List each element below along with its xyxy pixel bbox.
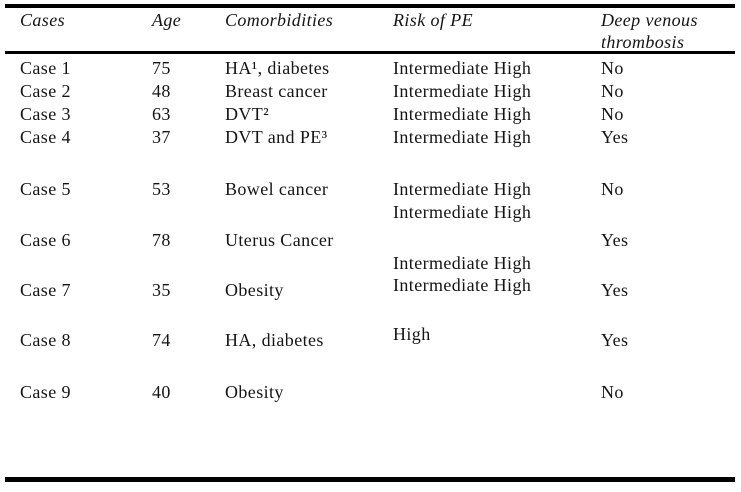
cell-risk-of-pe: Intermediate High (393, 179, 532, 199)
table-row-case-8: Case 8 74 HA, diabetes Yes (0, 329, 741, 352)
cell-dvt: No (601, 382, 624, 402)
cell-dvt: No (601, 58, 624, 78)
table-row-case-2: Case 2 48 Breast cancer Intermediate Hig… (0, 80, 741, 103)
table-row-case-1: Case 1 75 HA¹, diabetes Intermediate Hig… (0, 57, 741, 80)
cell-dvt: No (601, 81, 624, 101)
cell-comorbidities: HA¹, diabetes (225, 58, 330, 78)
column-header-risk-of-pe: Risk of PE (393, 10, 473, 30)
cell-case: Case 6 (20, 230, 71, 250)
table-header-rule (5, 51, 735, 54)
table-row-case-9: Case 9 40 Obesity No (0, 381, 741, 404)
risk-overflow-line: Intermediate High (0, 201, 741, 224)
table-row-case-4: Case 4 37 DVT and PE³ Intermediate High … (0, 126, 741, 149)
cell-risk-of-pe: Intermediate High (393, 104, 532, 124)
cell-case: Case 8 (20, 330, 71, 350)
table-top-border (5, 4, 735, 8)
cell-dvt: No (601, 104, 624, 124)
cell-risk-of-pe: Intermediate High (393, 127, 532, 147)
cell-case: Case 4 (20, 127, 71, 147)
cell-case: Case 9 (20, 382, 71, 402)
cell-case: Case 2 (20, 81, 71, 101)
table-row-case-7: Case 7 35 Obesity Yes (0, 279, 741, 302)
cell-comorbidities: HA, diabetes (225, 330, 324, 350)
cell-comorbidities: Obesity (225, 280, 284, 300)
cell-risk-of-pe: Intermediate High (393, 275, 532, 295)
column-header-deep-venous-thrombosis: Deep venous thrombosis (601, 10, 698, 52)
cell-comorbidities: Uterus Cancer (225, 230, 334, 250)
cell-dvt: Yes (601, 230, 629, 250)
cell-age: 78 (152, 230, 171, 250)
cell-comorbidities: DVT and PE³ (225, 127, 328, 147)
cell-dvt: No (601, 179, 624, 199)
cell-risk-of-pe: High (393, 324, 431, 344)
table-row-case-3: Case 3 63 DVT² Intermediate High No (0, 103, 741, 126)
cell-dvt: Yes (601, 330, 629, 350)
risk-cell-case-8: High (0, 323, 741, 346)
cell-age: 53 (152, 179, 171, 199)
cell-age: 37 (152, 127, 171, 147)
cell-age: 35 (152, 280, 171, 300)
column-header-cases: Cases (20, 10, 66, 30)
cell-case: Case 5 (20, 179, 71, 199)
cell-age: 63 (152, 104, 171, 124)
cell-age: 48 (152, 81, 171, 101)
risk-cell-case-7: Intermediate High (0, 274, 741, 297)
cell-age: 40 (152, 382, 171, 402)
table-header-row: Cases Age Comorbidities Risk of PE Deep … (0, 9, 741, 52)
cell-case: Case 1 (20, 58, 71, 78)
table-bottom-border (5, 477, 735, 482)
cell-dvt: Yes (601, 280, 629, 300)
cell-risk-of-pe: Intermediate High (393, 202, 532, 222)
cell-comorbidities: Breast cancer (225, 81, 328, 101)
column-header-comorbidities: Comorbidities (225, 10, 334, 30)
cell-case: Case 3 (20, 104, 71, 124)
column-header-age: Age (152, 10, 182, 30)
cell-age: 75 (152, 58, 171, 78)
cell-risk-of-pe: Intermediate High (393, 81, 532, 101)
cell-comorbidities: DVT² (225, 104, 269, 124)
cell-age: 74 (152, 330, 171, 350)
risk-overflow-line: Intermediate High (0, 252, 741, 275)
cell-dvt: Yes (601, 127, 629, 147)
cell-comorbidities: Bowel cancer (225, 179, 329, 199)
cell-case: Case 7 (20, 280, 71, 300)
table-row-case-6: Case 6 78 Uterus Cancer Yes (0, 229, 741, 252)
table-row-case-5: Case 5 53 Bowel cancer Intermediate High… (0, 178, 741, 201)
cell-risk-of-pe: Intermediate High (393, 253, 532, 273)
cell-comorbidities: Obesity (225, 382, 284, 402)
cell-risk-of-pe: Intermediate High (393, 58, 532, 78)
